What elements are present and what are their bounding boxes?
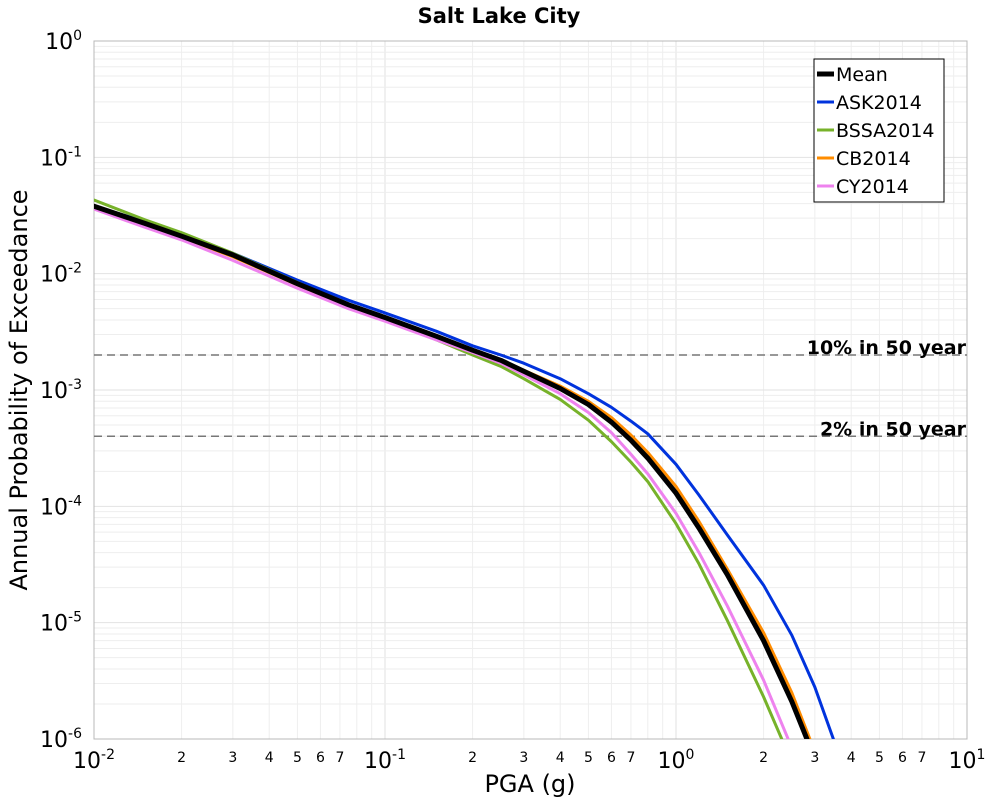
x-minor-tick-label: 5 bbox=[584, 750, 593, 766]
reference-line-label: 10% in 50 year bbox=[807, 337, 967, 359]
x-minor-tick-label: 5 bbox=[875, 750, 884, 766]
x-minor-tick-label: 4 bbox=[265, 750, 274, 766]
x-axis-label: PGA (g) bbox=[484, 770, 575, 798]
legend: Mean ASK2014 BSSA2014 CB2014 CY2014 bbox=[813, 58, 945, 203]
y-axis-label: Annual Probability of Exceedance bbox=[5, 189, 33, 590]
x-minor-tick-label: 6 bbox=[607, 750, 616, 766]
x-minor-tick-label: 6 bbox=[316, 750, 325, 766]
x-major-tick-label: 10-1 bbox=[364, 747, 406, 774]
legend-label: Mean bbox=[836, 64, 888, 86]
legend-label: CY2014 bbox=[836, 176, 909, 198]
x-minor-tick-label: 2 bbox=[759, 750, 768, 766]
y-major-tick-label: 100 bbox=[45, 28, 82, 55]
x-minor-tick-label: 2 bbox=[468, 750, 477, 766]
y-major-tick-label: 10-3 bbox=[40, 377, 82, 404]
y-major-tick-label: 10-1 bbox=[40, 144, 82, 171]
x-major-tick-label: 100 bbox=[658, 747, 695, 774]
y-major-tick-label: 10-6 bbox=[40, 726, 82, 753]
legend-label: ASK2014 bbox=[836, 92, 922, 114]
series-line-mean bbox=[94, 203, 810, 739]
x-major-tick-label: 101 bbox=[949, 747, 986, 774]
plot-area-frame bbox=[93, 40, 968, 740]
y-major-tick-label: 10-4 bbox=[40, 493, 82, 520]
x-minor-tick-label: 3 bbox=[810, 750, 819, 766]
reference-line-label: 2% in 50 year bbox=[820, 418, 967, 440]
grid bbox=[93, 41, 967, 740]
series-lines bbox=[94, 198, 835, 739]
reference-lines: 10% in 50 year 2% in 50 year bbox=[94, 337, 967, 440]
x-minor-tick-label: 3 bbox=[228, 750, 237, 766]
x-minor-tick-label: 2 bbox=[177, 750, 186, 766]
x-minor-tick-label: 7 bbox=[626, 750, 635, 766]
y-major-tick-label: 10-2 bbox=[40, 261, 82, 288]
x-minor-tick-label: 4 bbox=[556, 750, 565, 766]
x-minor-tick-label: 5 bbox=[293, 750, 302, 766]
legend-box bbox=[813, 58, 945, 203]
legend-label: BSSA2014 bbox=[836, 120, 935, 142]
x-minor-tick-label: 6 bbox=[898, 750, 907, 766]
series-line-cy2014 bbox=[94, 207, 790, 739]
y-major-tick-label: 10-5 bbox=[40, 610, 82, 637]
x-major-tick-label: 10-2 bbox=[73, 747, 115, 774]
legend-label: CB2014 bbox=[836, 148, 911, 170]
x-minor-tick-label: 7 bbox=[335, 750, 344, 766]
chart-title: Salt Lake City bbox=[418, 4, 581, 28]
x-minor-tick-label: 3 bbox=[519, 750, 528, 766]
x-minor-tick-label: 7 bbox=[917, 750, 926, 766]
x-minor-tick-label: 4 bbox=[847, 750, 856, 766]
